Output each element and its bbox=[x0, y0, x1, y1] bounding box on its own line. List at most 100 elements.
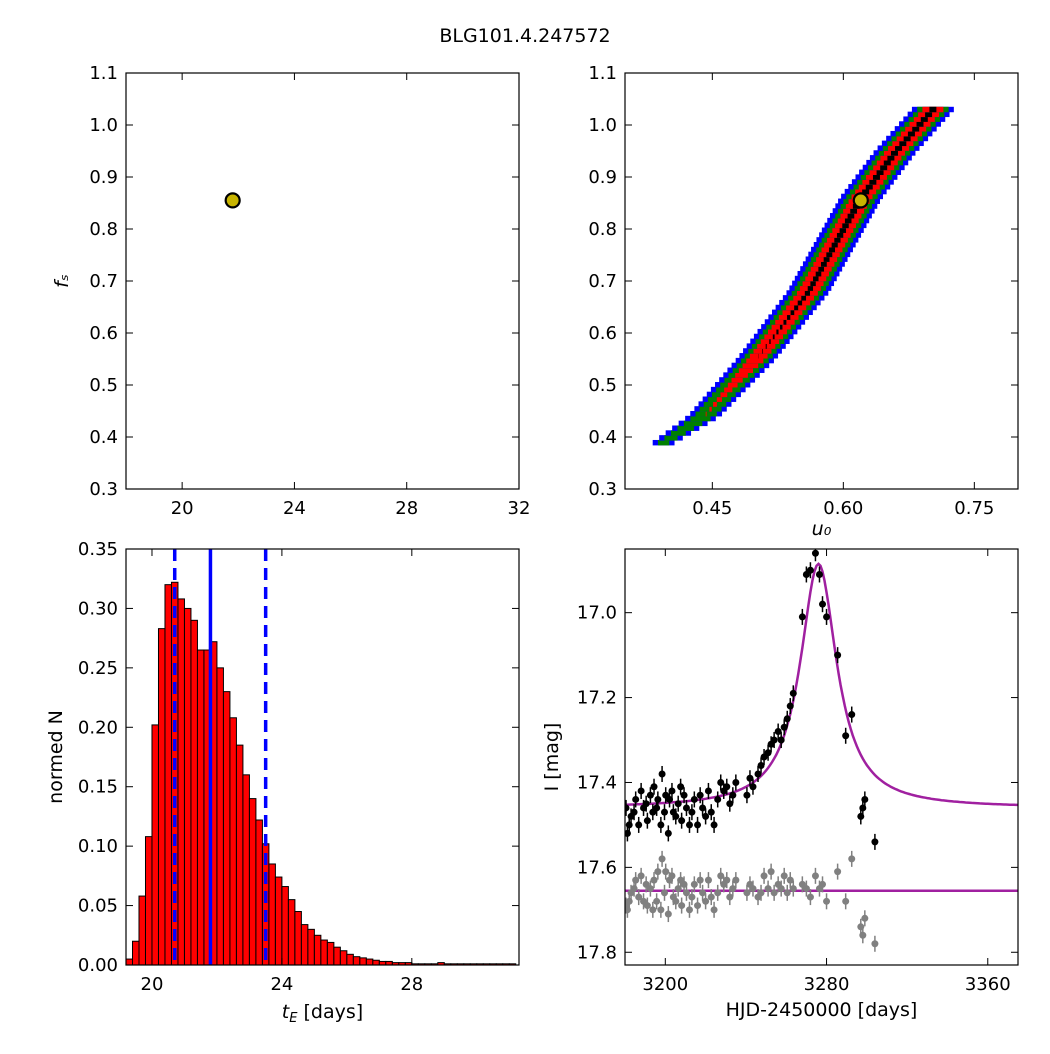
core-cell bbox=[917, 121, 924, 126]
x-tick-label: 24 bbox=[270, 974, 293, 995]
data-point bbox=[659, 770, 666, 777]
x-axis-label: HJD-2450000 [days] bbox=[726, 999, 918, 1021]
sigma2-cell bbox=[664, 435, 677, 440]
y-tick-label: 0.7 bbox=[588, 271, 617, 292]
core-cell bbox=[818, 266, 824, 271]
core-cell bbox=[798, 300, 802, 305]
data-point bbox=[816, 571, 823, 578]
data-point bbox=[643, 800, 650, 807]
best-fit-marker bbox=[854, 193, 868, 207]
core-cell bbox=[826, 252, 832, 257]
y-tick-label: 17.4 bbox=[577, 772, 617, 793]
residual-point bbox=[697, 877, 704, 884]
core-cell bbox=[834, 237, 840, 242]
sigma1-cell bbox=[739, 368, 753, 373]
residual-point bbox=[819, 881, 826, 888]
y-tick-label: 0.9 bbox=[89, 167, 118, 188]
sigma1-cell bbox=[743, 363, 759, 368]
data-point bbox=[771, 737, 778, 744]
core-cell bbox=[787, 314, 790, 319]
core-cell bbox=[850, 208, 857, 213]
hist-bar bbox=[314, 935, 320, 965]
hist-bar bbox=[321, 940, 327, 965]
sigma1-cell bbox=[724, 387, 732, 392]
residual-point bbox=[678, 902, 685, 909]
hist-bar bbox=[217, 668, 223, 965]
core-cell bbox=[805, 290, 810, 295]
hist-bar bbox=[230, 718, 236, 965]
data-point bbox=[807, 567, 814, 574]
y-tick-label: 0.15 bbox=[78, 777, 118, 798]
x-tick-label: 0.45 bbox=[692, 498, 732, 519]
core-cell bbox=[783, 319, 786, 324]
hist-bar bbox=[327, 942, 333, 965]
sigma2-cell bbox=[684, 421, 702, 426]
core-cell bbox=[808, 285, 813, 290]
hist-bar bbox=[223, 692, 229, 965]
hist-bar bbox=[139, 896, 145, 965]
residual-point bbox=[705, 877, 712, 884]
residual-point bbox=[653, 898, 660, 905]
y-tick-label: 17.0 bbox=[577, 603, 617, 624]
hist-bar bbox=[171, 582, 177, 965]
sigma1-cell bbox=[706, 411, 707, 416]
data-point bbox=[729, 792, 736, 799]
sigma2-cell bbox=[658, 440, 669, 445]
y-tick-label: 0.3 bbox=[588, 479, 617, 500]
hist-bar bbox=[353, 957, 359, 965]
data-point bbox=[743, 792, 750, 799]
x-tick-label: 0.75 bbox=[954, 498, 994, 519]
data-point bbox=[694, 821, 701, 828]
y-tick-label: 17.2 bbox=[577, 688, 617, 709]
core-cell bbox=[842, 223, 848, 228]
core-cell bbox=[895, 145, 902, 150]
data-point bbox=[654, 796, 661, 803]
core-cell bbox=[887, 155, 894, 160]
data-point bbox=[705, 787, 712, 794]
data-point bbox=[638, 787, 645, 794]
y-tick-label: 17.6 bbox=[577, 857, 617, 878]
sigma2-cell bbox=[677, 425, 694, 430]
data-point bbox=[672, 813, 679, 820]
data-point bbox=[665, 830, 672, 837]
hist-bar bbox=[373, 960, 379, 965]
residual-point bbox=[749, 885, 756, 892]
y-tick-label: 0.6 bbox=[588, 323, 617, 344]
data-point bbox=[861, 796, 868, 803]
residual-point bbox=[688, 894, 695, 901]
hist-bar bbox=[269, 864, 275, 965]
data-point bbox=[657, 821, 664, 828]
hist-bar bbox=[126, 959, 132, 965]
residual-point bbox=[861, 915, 868, 922]
data-point bbox=[635, 821, 642, 828]
residual-point bbox=[672, 898, 679, 905]
residual-point bbox=[702, 898, 709, 905]
residual-point bbox=[732, 877, 739, 884]
residual-point bbox=[723, 877, 730, 884]
core-cell bbox=[869, 179, 876, 184]
residual-point bbox=[778, 885, 785, 892]
data-point bbox=[702, 813, 709, 820]
best-fit-marker bbox=[226, 193, 240, 207]
figure-title: BLG101.4.247572 bbox=[439, 25, 610, 47]
y-tick-label: 0.25 bbox=[78, 658, 118, 679]
x-tick-label: 20 bbox=[171, 498, 194, 519]
residual-point bbox=[765, 885, 772, 892]
y-tick-label: 0.7 bbox=[89, 271, 118, 292]
residual-point bbox=[665, 911, 672, 918]
core-cell bbox=[848, 213, 855, 218]
core-cell bbox=[776, 329, 778, 334]
y-tick-label: 0.20 bbox=[78, 717, 118, 738]
data-point bbox=[675, 800, 682, 807]
residual-point bbox=[661, 889, 668, 896]
hist-bar bbox=[197, 650, 203, 965]
sigma1-cell bbox=[709, 406, 711, 411]
hist-bar bbox=[249, 799, 255, 965]
data-point bbox=[711, 821, 718, 828]
y-tick-label: 0.3 bbox=[89, 479, 118, 500]
x-axis-label: u₀ bbox=[812, 518, 832, 540]
core-cell bbox=[845, 218, 852, 223]
hist-bar bbox=[165, 585, 171, 965]
y-tick-label: 0.5 bbox=[588, 375, 617, 396]
